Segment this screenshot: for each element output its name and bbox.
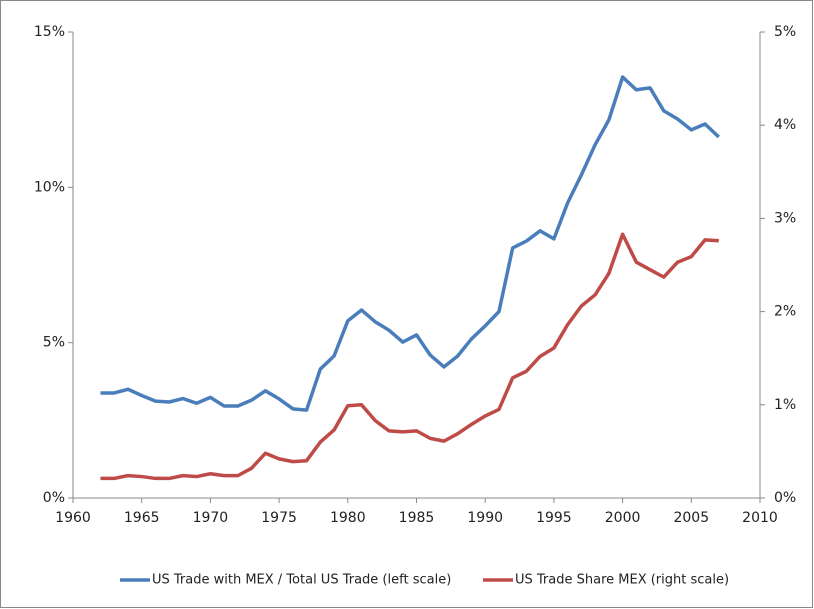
- x-tick-label: 2005: [673, 510, 709, 526]
- y2-tick-label: 0%: [774, 490, 796, 506]
- y-tick-label: 5%: [43, 335, 65, 351]
- y-tick-label: 0%: [43, 490, 65, 506]
- x-tick-label: 2000: [605, 510, 641, 526]
- y2-tick-label: 1%: [774, 397, 796, 413]
- legend-label: US Trade Share MEX (right scale): [515, 573, 729, 588]
- x-tick-label: 1960: [55, 510, 91, 526]
- x-tick-label: 1990: [467, 510, 503, 526]
- y2-tick-label: 5%: [774, 24, 796, 40]
- x-tick-label: 1985: [399, 510, 435, 526]
- y2-tick-label: 3%: [774, 210, 796, 226]
- series-line: [100, 232, 719, 481]
- y2-tick-label: 2%: [774, 304, 796, 320]
- x-tick-label: 1975: [261, 510, 297, 526]
- y-tick-label: 10%: [34, 179, 65, 195]
- x-tick-label: 2010: [742, 510, 778, 526]
- y2-tick-label: 4%: [774, 117, 796, 133]
- x-tick-label: 1980: [330, 510, 366, 526]
- x-tick-label: 1970: [193, 510, 229, 526]
- x-tick-label: 1965: [124, 510, 160, 526]
- series-line: [100, 75, 720, 412]
- y-tick-label: 15%: [34, 24, 65, 40]
- legend-label: US Trade with MEX / Total US Trade (left…: [152, 573, 451, 588]
- x-tick-label: 1995: [536, 510, 572, 526]
